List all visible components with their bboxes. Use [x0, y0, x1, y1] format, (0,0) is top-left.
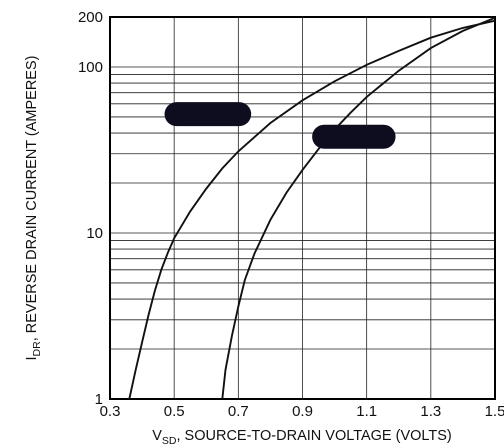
y-tick-label: 200: [78, 9, 103, 26]
series-line-1: [128, 19, 496, 400]
x-tick-label: 0.5: [164, 403, 185, 420]
y-tick-label: 100: [78, 59, 103, 76]
x-tick-label: 1.3: [420, 403, 441, 420]
x-tick-label: 0.7: [228, 403, 249, 420]
x-tick-label: 1.5: [485, 403, 504, 420]
plot-frame: [109, 16, 496, 400]
y-axis-ticks: 1 10 100 200: [78, 9, 103, 408]
redaction-mark-1: [164, 102, 252, 127]
series-line-2: [221, 16, 496, 400]
x-tick-label: 1.1: [356, 403, 377, 420]
x-axis-label: VSD, SOURCE-TO-DRAIN VOLTAGE (VOLTS): [152, 428, 452, 447]
grid-lines: [110, 17, 495, 399]
y-axis-label: IDR, REVERSE DRAIN CURRENT (AMPERES): [24, 56, 43, 361]
x-axis-ticks: 0.3 0.5 0.7 0.9 1.1 1.3 1.5: [100, 403, 504, 420]
redactions: [164, 102, 396, 149]
x-tick-label: 0.9: [292, 403, 313, 420]
redaction-mark-2: [312, 124, 396, 149]
y-tick-label: 10: [86, 225, 103, 242]
y-tick-label: 1: [95, 391, 103, 408]
curves: [128, 16, 496, 400]
x-tick-label: 0.3: [100, 403, 121, 420]
